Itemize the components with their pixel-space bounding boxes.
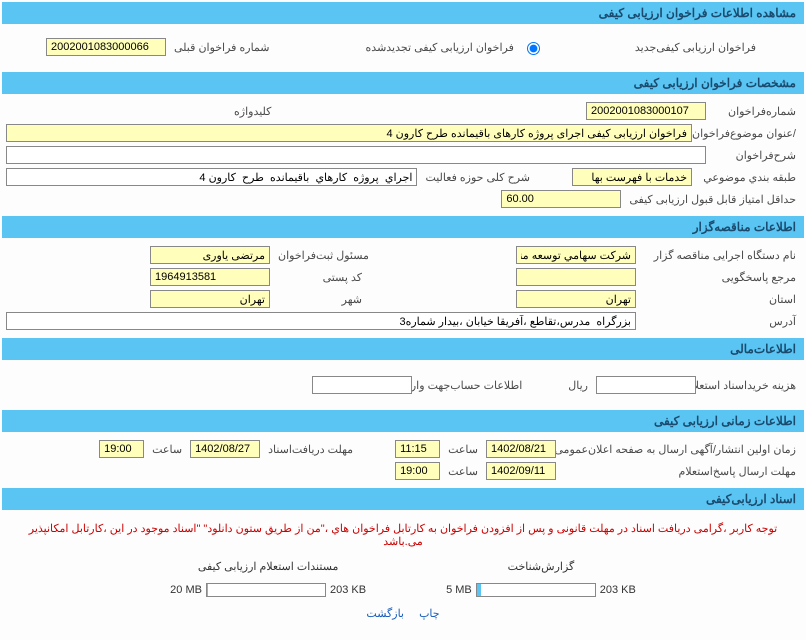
subject-field[interactable] — [6, 124, 692, 142]
prev-no-label: شماره فراخوان قبلی — [170, 41, 274, 54]
ref-field[interactable] — [516, 268, 636, 286]
pub-label: زمان اولین انتشار/آگهی ارسال به صفحه اعل… — [560, 443, 800, 456]
deadline-reply-date-field[interactable] — [486, 462, 556, 480]
option-renew-label: فراخوان ارزیابی کیفی تجدیدشده — [362, 41, 518, 54]
deadline-reply-label: مهلت ارسال پاسخ‌استعلام — [560, 465, 800, 478]
doccost-label: هزينه خريداسناد استعلام ارزيابی کيفی — [700, 379, 800, 392]
option-renew-radio[interactable] — [527, 42, 540, 55]
postal-field[interactable] — [150, 268, 270, 286]
option-new-label: فراخوان ارزیابی کیفی‌جدید — [631, 41, 760, 54]
option-new: فراخوان ارزیابی کیفی‌جدید — [631, 41, 760, 54]
prev-no-field[interactable] — [46, 38, 166, 56]
province-field[interactable] — [516, 290, 636, 308]
pub-time-field[interactable] — [395, 440, 440, 458]
class-label: طبقه بندي موضوعي — [696, 171, 800, 184]
call-no-label: شماره‌فراخوان — [710, 105, 800, 118]
activity-field[interactable] — [6, 168, 417, 186]
city-field[interactable] — [150, 290, 270, 308]
section-docs-header: اسناد ارزیابی‌کیفی — [2, 488, 804, 510]
deadline-receive-label: مهلت دریافت‌اسناد — [264, 443, 357, 456]
section-org-header: اطلاعات مناقصه‌گزار — [2, 216, 804, 238]
province-label: استان — [640, 293, 800, 306]
deadline-receive-time-field[interactable] — [99, 440, 144, 458]
doc-col2-max: 20 MB — [170, 584, 202, 596]
call-no-field[interactable] — [586, 102, 706, 120]
subject-label: /عنوان موضوع‌فراخوان — [696, 127, 800, 140]
regresp-label: مسئول ثبت‌فراخوان — [274, 249, 373, 262]
deadline-receive-time-label: ساعت — [148, 443, 186, 456]
address-field[interactable] — [6, 312, 636, 330]
deadline-receive-date-field[interactable] — [190, 440, 260, 458]
org-label: نام دستگاه اجرايی مناقصه گزار — [640, 249, 800, 262]
keyword-label: کلیدواژه — [230, 105, 275, 118]
back-link[interactable]: بازگشت — [366, 608, 404, 620]
doc-col1-max: 5 MB — [446, 584, 472, 596]
pub-date-field[interactable] — [486, 440, 556, 458]
account-label: اطلاعات حساب‌جهت واريز هزينه خريداسناد — [416, 379, 526, 392]
doc-col2-label: مستندات استعلام ارزیابی کیفی — [170, 560, 366, 573]
doc-col1-bar — [476, 583, 596, 597]
doc-col2-current: 203 KB — [330, 584, 366, 596]
address-label: آدرس — [640, 315, 800, 328]
desc-label: شرح‌فراخوان — [710, 149, 800, 162]
deadline-reply-time-field[interactable] — [395, 462, 440, 480]
desc-field[interactable] — [6, 146, 706, 164]
class-field[interactable] — [572, 168, 692, 186]
doc-col2-bar — [206, 583, 326, 597]
account-field[interactable] — [312, 376, 412, 394]
doc-col1-current: 203 KB — [600, 584, 636, 596]
section-time-header: اطلاعات زمانی ارزیابی کیفی — [2, 410, 804, 432]
section-spec-header: مشخصات فراخوان ارزیابی کیفی — [2, 72, 804, 94]
currency-label: ريال — [564, 379, 592, 392]
print-link[interactable]: چاپ — [419, 608, 440, 620]
option-renew-group: فراخوان ارزیابی کیفی تجدیدشده — [362, 39, 543, 55]
doccost-field[interactable] — [596, 376, 696, 394]
section-finance-header: اطلاعات‌مالی — [2, 338, 804, 360]
minscore-label: حداقل امتياز قابل قبول ارزيابی کيفی — [625, 193, 800, 206]
section-view-header: مشاهده اطلاعات فراخوان ارزیابی کیفی — [2, 2, 804, 24]
city-label: شهر — [274, 293, 366, 306]
ref-label: مرجع پاسخگويی — [640, 271, 800, 284]
pub-time-label: ساعت — [444, 443, 482, 456]
regresp-field[interactable] — [150, 246, 270, 264]
minscore-field[interactable] — [501, 190, 621, 208]
warning-text: توجه کاربر ،گرامی دريافت اسناد در مهلت ق… — [6, 516, 800, 554]
doc-col1-label: گزارش‌شناخت — [446, 560, 636, 573]
postal-label: کد پستی — [274, 271, 366, 284]
activity-label: شرح کلی حوزه فعاليت — [421, 171, 534, 184]
deadline-reply-time-label: ساعت — [444, 465, 482, 478]
org-field[interactable] — [516, 246, 636, 264]
